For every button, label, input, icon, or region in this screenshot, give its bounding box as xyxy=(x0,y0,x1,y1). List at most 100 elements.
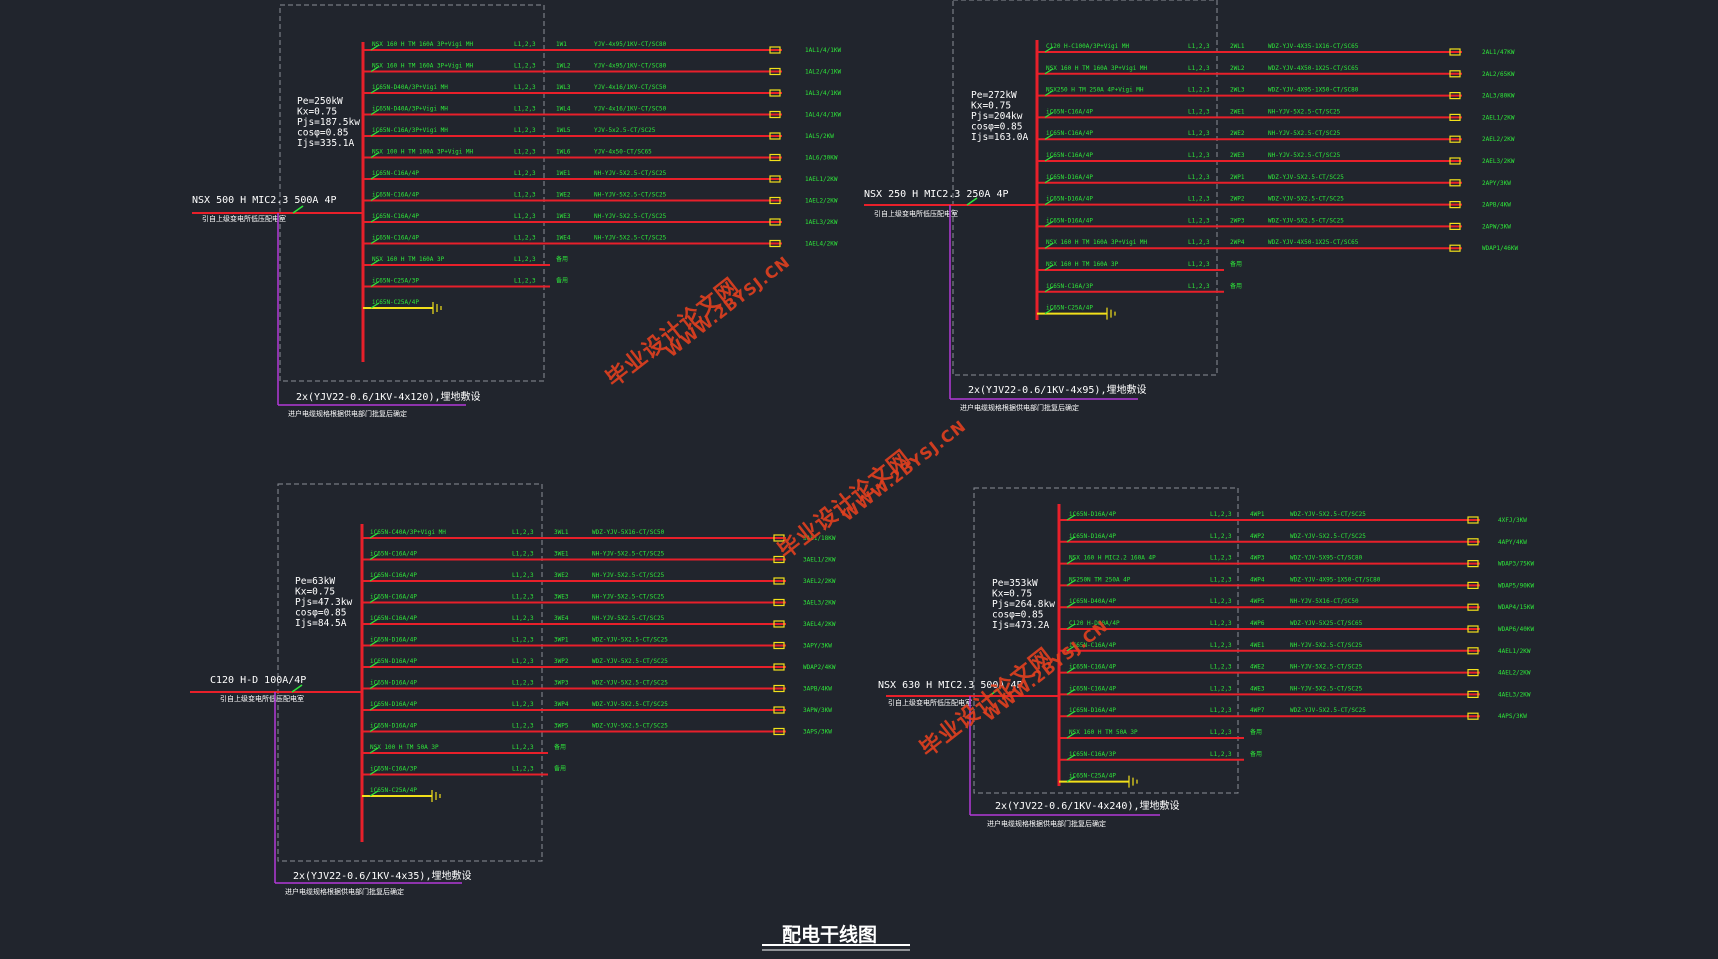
circuit-cable-label: WDZ-YJV-4X50-1X25-CT/SC65 xyxy=(1268,239,1359,246)
breaker-symbol xyxy=(1044,177,1054,184)
breaker-symbol xyxy=(1044,199,1054,206)
circuit-cable-label: WDZ-YJV-5X2.5-CT/SC25 xyxy=(1268,217,1344,224)
circuit-cable-label: WDZ-YJV-5X2.5-CT/SC25 xyxy=(592,723,668,730)
circuit-cable-label: WDZ-YJV-5X2.5-CT/SC25 xyxy=(1290,707,1366,714)
circuit-cable-label: YJV-4x50-CT/SC65 xyxy=(594,149,652,156)
circuit-code-label: 1WL2 xyxy=(556,63,571,70)
circuit-destination-label: 4XFJ/3KW xyxy=(1498,517,1527,524)
circuit-breaker-label: NSX 160 H TM 160A 3P+Vigi MH xyxy=(1046,239,1148,246)
circuit-code-label: 2WE3 xyxy=(1230,152,1245,159)
circuit-phase-label: L1,2,3 xyxy=(1188,130,1210,137)
circuit-code-label: 4WP2 xyxy=(1250,533,1265,540)
circuit-breaker-label: NSX250 H TM 250A 4P+Vigi MH xyxy=(1046,87,1144,94)
circuit-phase-label: L1,2,3 xyxy=(1188,43,1210,50)
circuit-cable-label: WDZ-YJV-5X16-CT/SC50 xyxy=(592,529,665,536)
breaker-symbol xyxy=(1066,623,1076,630)
circuit-cable-label: NH-YJV-5X16-CT/SC50 xyxy=(1290,598,1359,605)
breaker-symbol xyxy=(1066,601,1076,608)
main-breaker-label: NSX 630 H MIC2.3 500A 4P xyxy=(878,680,1023,691)
main-breaker-symbol xyxy=(291,684,303,693)
load-calc-line: Kx=0.75 xyxy=(971,101,1011,112)
terminal-symbol xyxy=(1467,559,1479,568)
circuit-phase-label: L1,2,3 xyxy=(512,637,534,644)
circuit-code-label: 1WE4 xyxy=(556,235,571,242)
terminal-symbol xyxy=(773,684,785,693)
circuit-phase-label: L1,2,3 xyxy=(514,278,536,285)
circuit-code-label: 4WP1 xyxy=(1250,511,1265,518)
breaker-symbol xyxy=(1066,536,1076,543)
load-calc-line: Pjs=204kw xyxy=(971,111,1023,122)
circuit-breaker-label: iC65N-D16A/4P xyxy=(1046,217,1093,224)
terminal-symbol xyxy=(773,663,785,671)
circuit-code-label: 1WL3 xyxy=(556,84,571,91)
surge-protector-symbol xyxy=(1106,307,1116,320)
circuit-breaker-label: iC65N-D40A/4P xyxy=(1069,598,1116,605)
circuit-cable-label: YJV-4x95/1KV-CT/SC80 xyxy=(594,63,667,70)
circuit-code-label: 备用 xyxy=(1250,728,1262,736)
breaker-symbol xyxy=(370,44,380,51)
circuit-breaker-label: iC65N-C25A/3P xyxy=(372,278,419,285)
circuit-breaker-label: iC65N-D16A/4P xyxy=(1069,533,1116,540)
circuit-phase-label: L1,2,3 xyxy=(512,572,534,579)
circuit-destination-label: 2AEL1/2KW xyxy=(1482,114,1515,121)
circuit-code-label: 3WE2 xyxy=(554,572,569,579)
circuit-phase-label: L1,2,3 xyxy=(514,192,536,199)
circuit-breaker-label: iC65N-D16A/4P xyxy=(1069,707,1116,714)
terminal-symbol xyxy=(773,534,785,542)
terminal-symbol xyxy=(769,175,781,183)
circuit-code-label: 2WL2 xyxy=(1230,65,1245,72)
load-calc-line: cosφ=0.85 xyxy=(297,128,348,139)
circuit-phase-label: L1,2,3 xyxy=(1210,576,1232,583)
panel-frame xyxy=(277,483,543,862)
circuit-breaker-label: iC65N-D16A/4P xyxy=(370,637,417,644)
terminal-symbol xyxy=(1449,201,1461,209)
breaker-symbol xyxy=(370,151,380,159)
circuit-breaker-label: iC65N-D16A/4P xyxy=(1069,511,1116,518)
circuit-phase-label: L1,2,3 xyxy=(1210,555,1232,562)
terminal-symbol xyxy=(769,89,781,97)
circuit-breaker-label: NSX 160 H TM 160A 3P xyxy=(1046,261,1119,268)
terminal-symbol xyxy=(773,706,785,714)
circuit-phase-label: L1,2,3 xyxy=(1188,261,1210,268)
terminal-symbol xyxy=(1449,48,1461,56)
load-calc-line: Ijs=335.1A xyxy=(297,138,354,149)
breaker-symbol xyxy=(369,725,379,733)
circuit-code-label: 4WP3 xyxy=(1250,555,1265,562)
terminal-symbol xyxy=(769,196,781,205)
terminal-symbol xyxy=(1467,625,1479,633)
circuit-phase-label: L1,2,3 xyxy=(1210,729,1232,736)
circuit-code-label: 1WE1 xyxy=(556,170,571,177)
breaker-symbol xyxy=(369,747,379,754)
terminal-symbol xyxy=(769,132,781,140)
breaker-symbol xyxy=(1044,68,1054,75)
surge-protector-symbol xyxy=(431,790,441,802)
circuit-destination-label: 1AL2/4/1KW xyxy=(805,69,842,76)
circuit-destination-label: 3APB/4KW xyxy=(803,686,832,693)
circuit-phase-label: L1,2,3 xyxy=(1188,239,1210,246)
page-title: 配电干线图 xyxy=(782,924,878,946)
panel-p1: NSX 500 H MIC2.3 500A 4P 引自上级变电所低压配电室 2x(Y… xyxy=(192,4,842,418)
breaker-symbol xyxy=(1044,242,1054,249)
breaker-symbol xyxy=(370,65,380,73)
circuit-phase-label: L1,2,3 xyxy=(1210,685,1232,692)
circuit-cable-label: WDZ-YJV-5X95-CT/SC80 xyxy=(1290,555,1363,562)
circuit-breaker-label: iC65N-C16A/4P xyxy=(370,551,417,558)
terminal-symbol xyxy=(773,727,785,736)
load-calc-line: Pe=63kW xyxy=(295,576,335,587)
surge-protector-symbol xyxy=(432,302,442,314)
breaker-symbol xyxy=(1066,776,1076,783)
breaker-symbol xyxy=(370,280,380,288)
circuit-code-label: 2WL1 xyxy=(1230,43,1245,50)
circuit-cable-label: WDZ-YJV-5X2.5-CT/SC25 xyxy=(1290,511,1366,518)
circuit-code-label: 1WE3 xyxy=(556,213,571,220)
panel-p4: NSX 630 H MIC2.3 500A 4P 引自上级变电所低压配电室 2x(Y… xyxy=(878,487,1535,828)
breaker-symbol xyxy=(369,768,379,776)
circuit-destination-label: 1AL1/4/1KW xyxy=(805,47,842,54)
circuit-phase-label: L1,2,3 xyxy=(512,658,534,665)
circuit-destination-label: 4APY/4KW xyxy=(1498,539,1527,546)
circuit-cable-label: NH-YJV-5X2.5-CT/SC25 xyxy=(592,594,665,601)
breaker-symbol xyxy=(1044,111,1054,118)
circuit-phase-label: L1,2,3 xyxy=(512,551,534,558)
terminal-symbol xyxy=(1449,113,1461,122)
circuit-code-label: 4WP5 xyxy=(1250,598,1265,605)
